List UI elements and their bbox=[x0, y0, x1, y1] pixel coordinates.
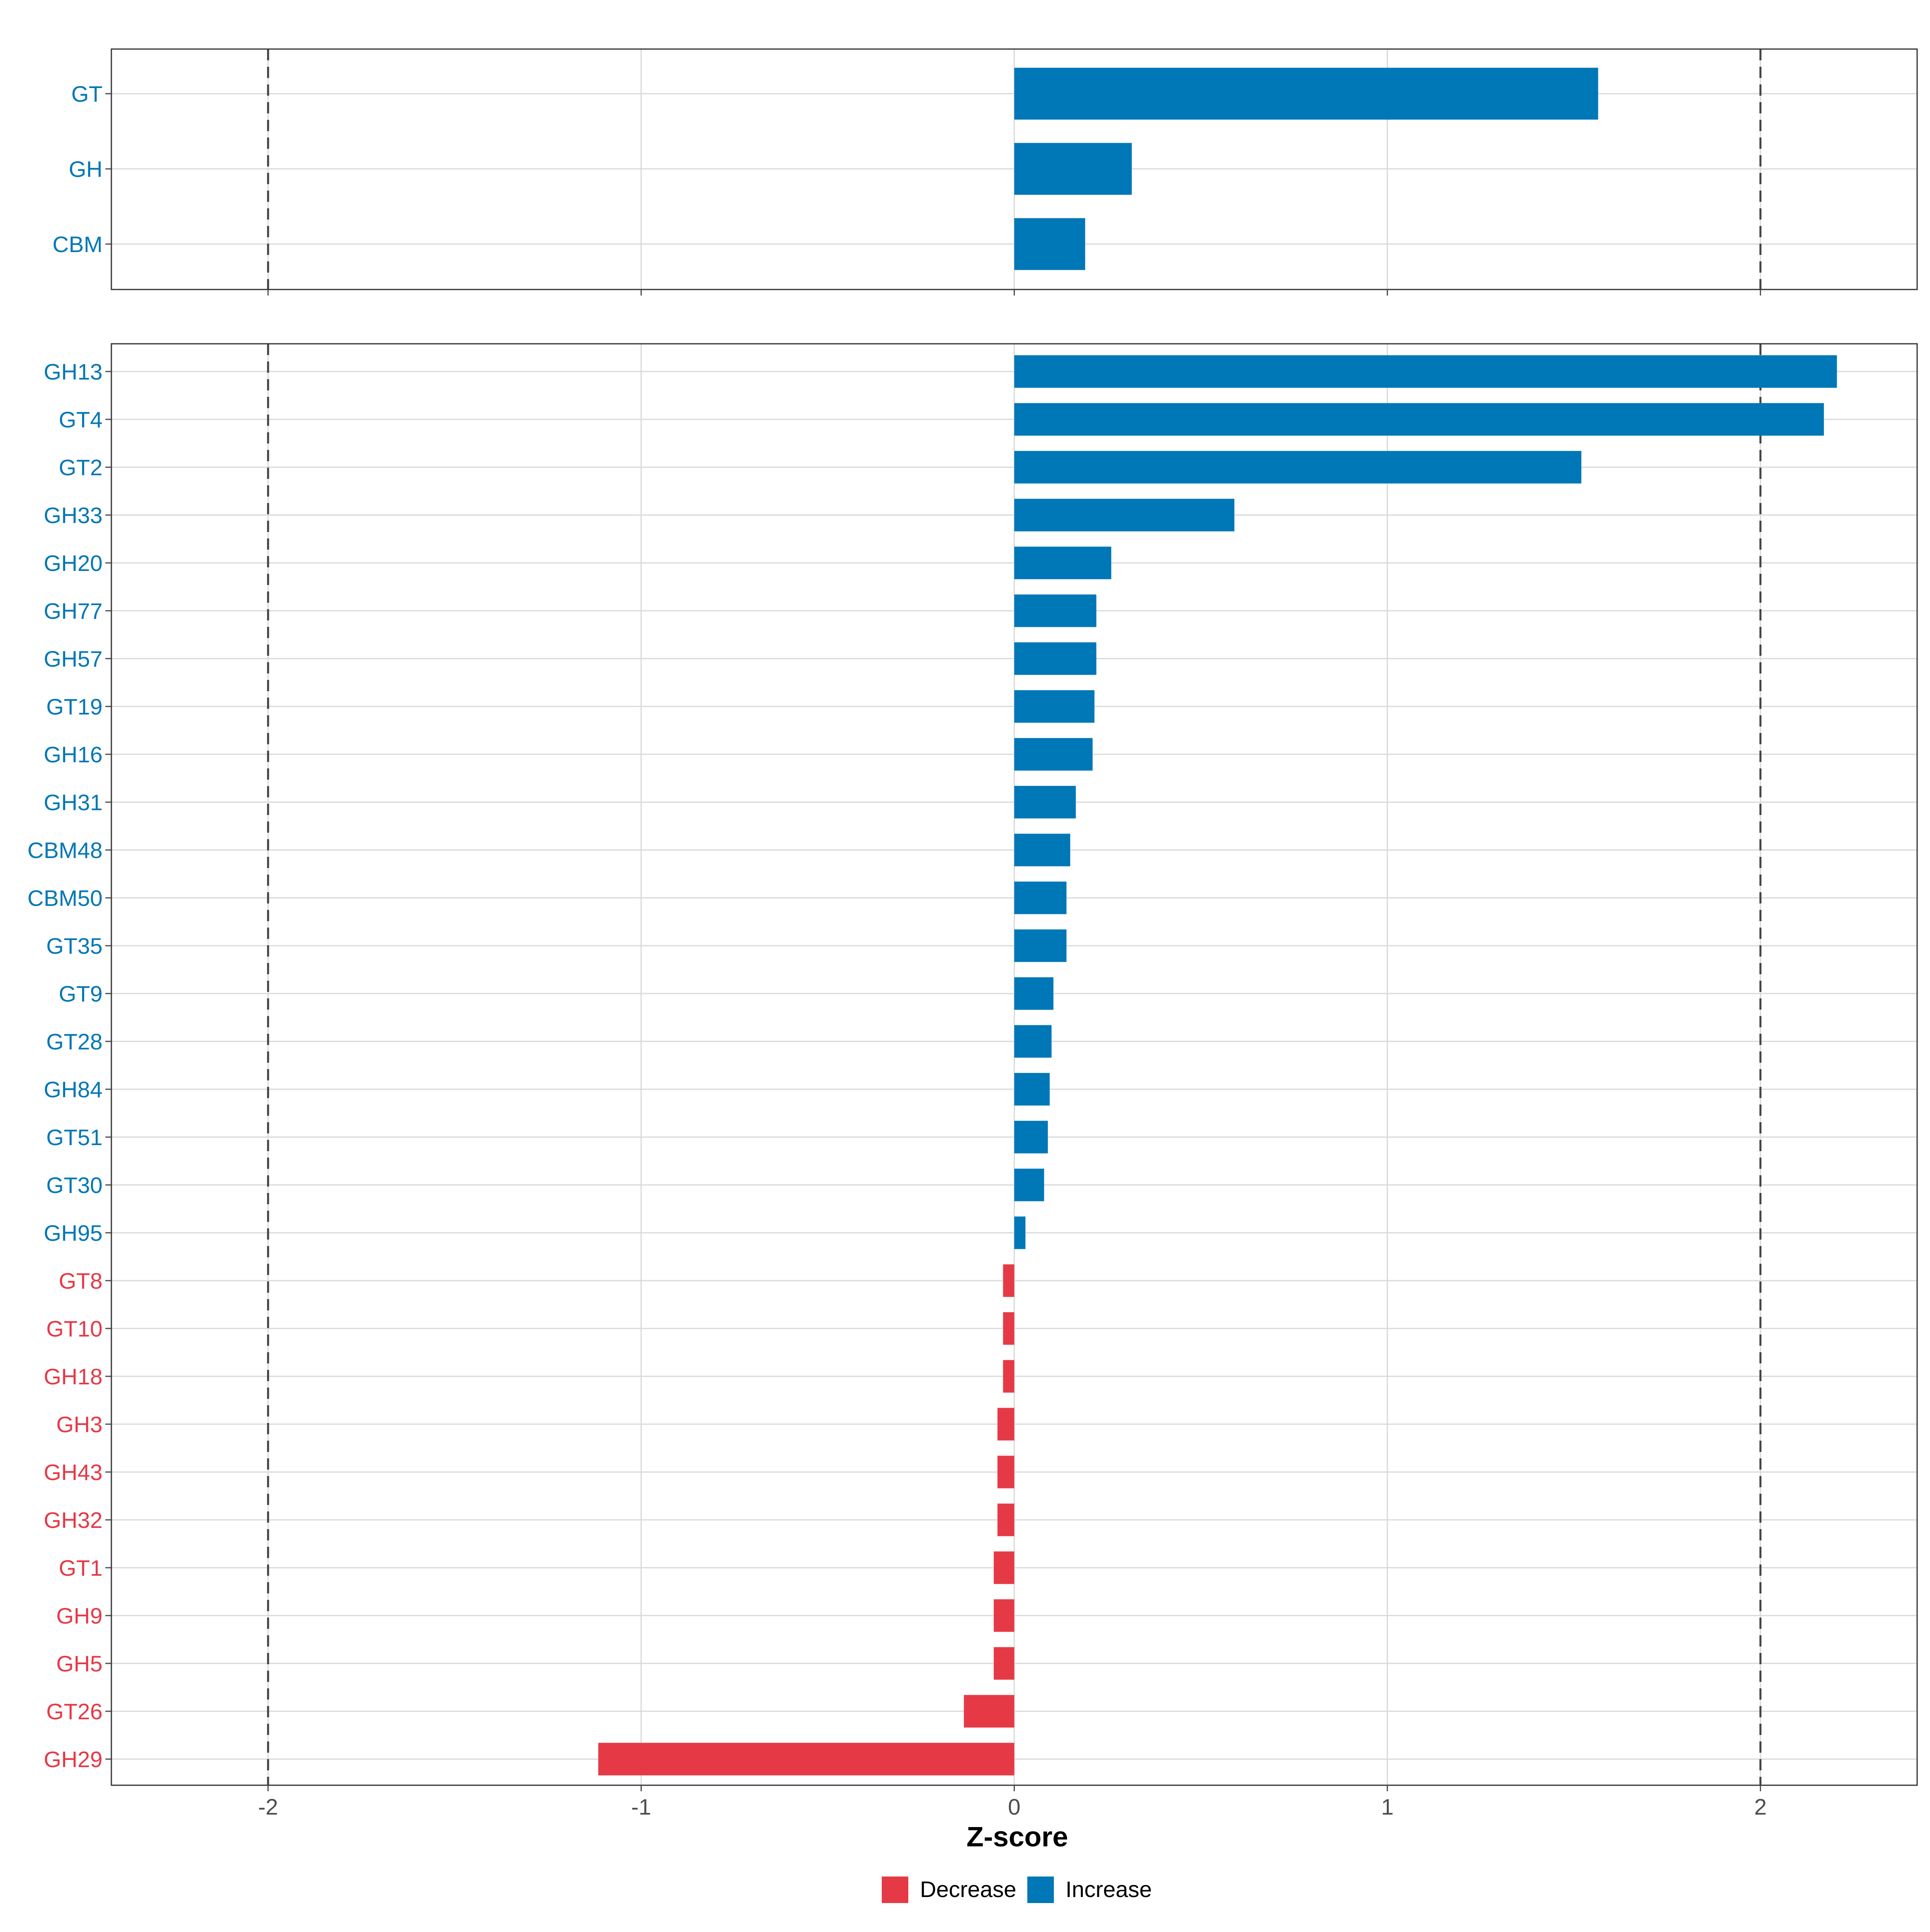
bar-GH9 bbox=[994, 1599, 1014, 1632]
bar-GT2 bbox=[1014, 451, 1581, 484]
category-label: GT8 bbox=[59, 1268, 103, 1293]
bar-GT4 bbox=[1014, 403, 1824, 436]
bar-GH95 bbox=[1014, 1216, 1026, 1249]
panel-class-level: GT GH CBM bbox=[53, 48, 1918, 296]
category-label: GH33 bbox=[44, 503, 103, 528]
category-label: GH20 bbox=[44, 550, 103, 576]
bar-GH29 bbox=[598, 1743, 1014, 1776]
bar-GH16 bbox=[1014, 738, 1093, 771]
category-label: GT35 bbox=[46, 933, 103, 959]
bar-GH5 bbox=[994, 1647, 1014, 1680]
bar-GH13 bbox=[1014, 355, 1837, 388]
bar-GH32 bbox=[997, 1503, 1014, 1536]
category-label: GT2 bbox=[59, 455, 103, 480]
category-label: GH95 bbox=[44, 1220, 103, 1246]
bar-GT30 bbox=[1014, 1168, 1044, 1201]
x-axis-title: Z-score bbox=[967, 1821, 1068, 1852]
bar-CBM50 bbox=[1014, 881, 1067, 914]
category-label: GH5 bbox=[56, 1651, 103, 1676]
category-label: GT19 bbox=[46, 694, 103, 719]
x-tick-label: -2 bbox=[258, 1794, 278, 1819]
chart-panels: GTGHCBMGH13GT4GT2GH33GH20GH77GH57GT19GH1… bbox=[27, 48, 1918, 1791]
category-label: GH32 bbox=[44, 1507, 103, 1533]
category-label: GH29 bbox=[44, 1747, 103, 1772]
bar-GH77 bbox=[1014, 594, 1096, 627]
category-label: GT28 bbox=[46, 1029, 103, 1054]
category-label: GH57 bbox=[44, 646, 103, 671]
category-label: GT bbox=[71, 81, 103, 107]
category-label: CBM48 bbox=[27, 838, 103, 863]
category-label: GT51 bbox=[46, 1125, 103, 1150]
bar-GT28 bbox=[1014, 1025, 1052, 1058]
category-label: CBM50 bbox=[27, 885, 103, 911]
x-tick-label: -1 bbox=[631, 1794, 651, 1819]
x-tick-label: 2 bbox=[1754, 1794, 1767, 1819]
category-label: GH16 bbox=[44, 742, 103, 767]
bar-GH31 bbox=[1014, 786, 1076, 819]
category-label: CBM bbox=[53, 232, 103, 257]
legend-label-increase: Increase bbox=[1066, 1877, 1152, 1902]
x-axis: -2 -1 0 1 2 bbox=[258, 1794, 1767, 1819]
category-label: GH31 bbox=[44, 790, 103, 815]
bar-GH20 bbox=[1014, 546, 1111, 579]
legend: Decrease Increase bbox=[882, 1877, 1152, 1903]
category-label: GH13 bbox=[44, 359, 103, 384]
category-label: GH77 bbox=[44, 598, 103, 624]
x-tick-label: 1 bbox=[1381, 1794, 1394, 1819]
category-label: GH84 bbox=[44, 1077, 103, 1102]
bar-GH3 bbox=[997, 1408, 1014, 1441]
bar-GH33 bbox=[1014, 499, 1234, 532]
legend-swatch-decrease bbox=[882, 1877, 908, 1903]
category-label: GT1 bbox=[59, 1555, 103, 1581]
bar-GT1 bbox=[994, 1551, 1014, 1584]
category-label: GT9 bbox=[59, 981, 103, 1006]
bar-GT8 bbox=[1003, 1264, 1014, 1297]
category-label: GH9 bbox=[56, 1603, 103, 1628]
category-label: GH18 bbox=[44, 1364, 103, 1389]
bar-GH bbox=[1014, 143, 1132, 195]
bar-GT19 bbox=[1014, 690, 1094, 723]
category-label: GH bbox=[69, 156, 103, 182]
bar-CBM bbox=[1014, 218, 1085, 270]
panel-family-level: GH13 GT4 GT2 GH33 GH20 GH77 GH57 GT19 GH16 GH31 CB… bbox=[27, 343, 1918, 1791]
bar-GT26 bbox=[964, 1695, 1014, 1728]
category-label: GH43 bbox=[44, 1460, 103, 1485]
bar-GT10 bbox=[1003, 1312, 1014, 1345]
category-label: GT26 bbox=[46, 1699, 103, 1724]
bar-GT9 bbox=[1014, 977, 1053, 1010]
bar-GH43 bbox=[997, 1456, 1014, 1489]
bar-GH18 bbox=[1003, 1360, 1014, 1393]
x-tick-label: 0 bbox=[1008, 1794, 1020, 1819]
bar-GT35 bbox=[1014, 929, 1067, 962]
category-label: GT4 bbox=[59, 407, 103, 432]
category-label: GT30 bbox=[46, 1172, 103, 1198]
bar-GT bbox=[1014, 68, 1598, 120]
category-label: GT10 bbox=[46, 1316, 103, 1341]
bar-CBM48 bbox=[1014, 834, 1070, 866]
bar-GT51 bbox=[1014, 1121, 1048, 1154]
legend-label-decrease: Decrease bbox=[920, 1877, 1016, 1902]
bar-GH84 bbox=[1014, 1073, 1050, 1106]
category-label: GH3 bbox=[56, 1412, 103, 1437]
legend-swatch-increase bbox=[1027, 1877, 1054, 1903]
bar-GH57 bbox=[1014, 642, 1096, 675]
